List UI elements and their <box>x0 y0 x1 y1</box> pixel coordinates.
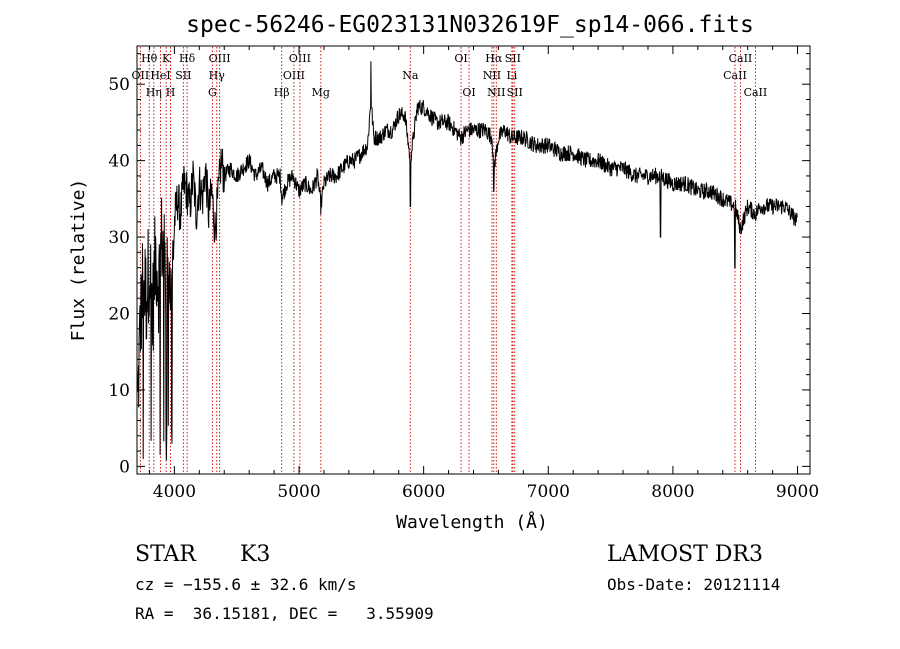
x-tick-label: 8000 <box>651 482 694 502</box>
line-marker-label: Li <box>506 69 517 82</box>
x-tick-label: 7000 <box>527 482 570 502</box>
object-subclass: K3 <box>240 542 270 567</box>
line-marker-label: Na <box>402 69 419 82</box>
line-marker-label: K <box>162 52 171 65</box>
observation-date: Obs-Date: 20121114 <box>607 575 780 594</box>
object-class: STAR <box>135 542 197 567</box>
y-axis-label: Flux (relative) <box>68 179 89 342</box>
x-axis-label: Wavelength (Å) <box>396 511 548 533</box>
plot-frame <box>136 45 811 475</box>
y-tick-label: 50 <box>108 75 130 95</box>
chart-title: spec-56246-EG023131N032619F_sp14-066.fit… <box>186 12 754 38</box>
x-axis-ticks: 4000 5000 6000 7000 8000 9000 <box>148 46 819 502</box>
y-tick-label: 0 <box>119 457 130 477</box>
line-marker-label: CaII <box>723 69 747 82</box>
x-tick-label: 5000 <box>277 482 320 502</box>
line-marker-label: Hγ <box>209 69 226 82</box>
y-tick-label: 40 <box>108 152 130 172</box>
line-marker-label: SII <box>507 86 523 99</box>
line-marker-label: OI <box>454 52 467 65</box>
line-marker-label: SII <box>175 69 191 82</box>
line-marker-label: OII <box>132 69 150 82</box>
line-marker-label: Hα <box>485 52 503 65</box>
line-marker-label: H <box>166 86 176 99</box>
x-tick-label: 9000 <box>776 482 819 502</box>
spectrum-line <box>137 61 798 461</box>
line-marker-label: NII <box>487 86 505 99</box>
line-marker-label: CaII <box>729 52 753 65</box>
survey-name: LAMOST DR3 <box>607 542 763 567</box>
line-marker-label: HeI <box>150 69 170 82</box>
redshift-velocity: cz = −155.6 ± 32.6 km/s <box>135 575 357 594</box>
line-marker-label: Hθ <box>141 52 158 65</box>
line-marker-label: Hβ <box>274 86 290 99</box>
line-marker-label: SII <box>505 52 521 65</box>
y-tick-label: 10 <box>108 381 130 401</box>
line-marker-label: Mg <box>312 86 330 99</box>
line-marker-label: OIII <box>289 52 311 65</box>
x-tick-label: 6000 <box>402 482 445 502</box>
line-marker-label: OI <box>462 86 475 99</box>
line-marker-labels: Hθ OII Hη HeI K H Hδ SII OIII Hγ G Hβ OIII OIII Mg Na OI… <box>132 52 768 99</box>
line-marker-label: Hδ <box>179 52 196 65</box>
line-marker-label: OIII <box>283 69 305 82</box>
y-axis-ticks: 0 10 20 30 40 50 <box>108 53 810 477</box>
line-marker-label: NII <box>483 69 501 82</box>
y-tick-label: 20 <box>108 305 130 325</box>
line-marker-label: OIII <box>209 52 231 65</box>
line-marker-label: G <box>208 86 217 99</box>
line-marker-label: Hη <box>146 86 162 99</box>
coordinates: RA = 36.15181, DEC = 3.55909 <box>135 604 434 623</box>
line-marker-label: CaII <box>744 86 768 99</box>
x-tick-label: 4000 <box>153 482 196 502</box>
y-tick-label: 30 <box>108 228 130 248</box>
line-markers <box>139 47 756 473</box>
